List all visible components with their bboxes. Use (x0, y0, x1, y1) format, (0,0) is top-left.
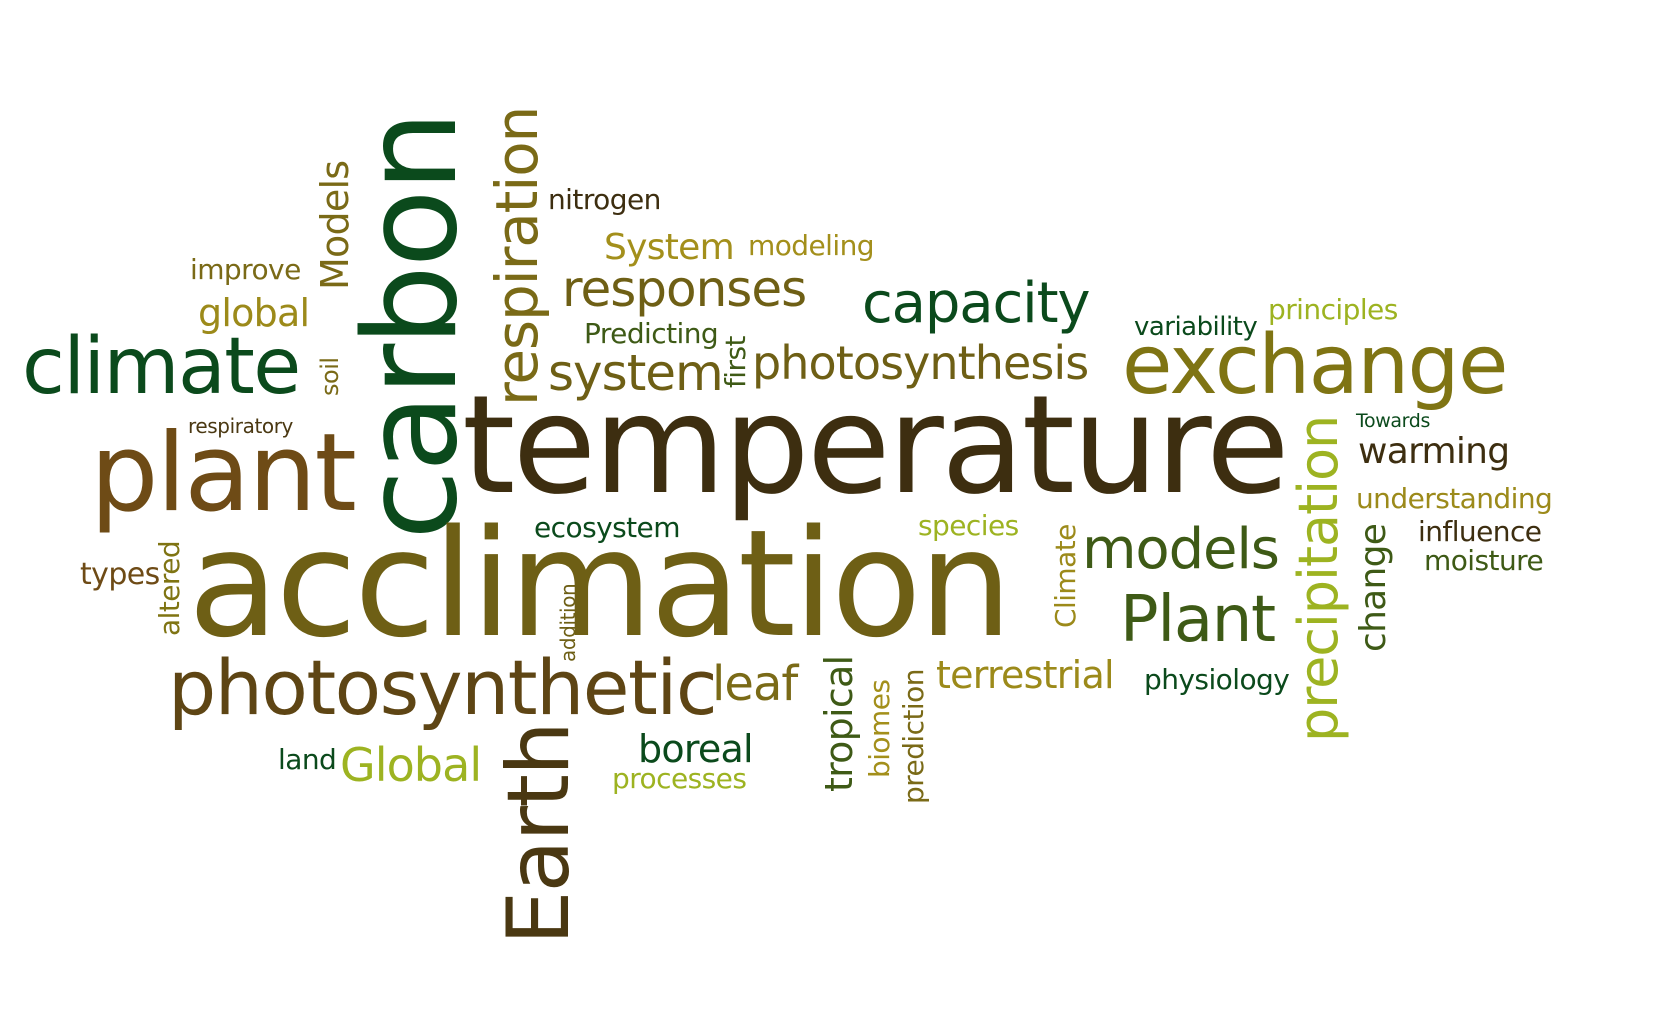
word-respiratory: respiratory (188, 414, 293, 438)
word-acclimation: acclimation (188, 498, 1012, 670)
word-respiration: respiration (483, 106, 551, 406)
word-climate: climate (22, 322, 301, 412)
word-warming: warming (1358, 431, 1510, 472)
word-moisture: moisture (1424, 544, 1544, 577)
word-climate-capital: Climate (1049, 524, 1082, 628)
word-models: models (1082, 517, 1280, 582)
word-precipitation: precipitation (1287, 415, 1350, 742)
word-leaf: leaf (712, 656, 798, 712)
word-variability: variability (1134, 312, 1258, 342)
word-photosynthesis: photosynthesis (752, 336, 1089, 390)
word-principles: principles (1268, 293, 1398, 326)
word-boreal: boreal (638, 727, 754, 771)
word-processes: processes (612, 762, 747, 795)
word-responses: responses (562, 260, 807, 318)
word-terrestrial: terrestrial (936, 653, 1115, 697)
word-types: types (80, 557, 160, 592)
word-plant: plant (90, 411, 357, 536)
word-global-capital: Global (340, 738, 482, 792)
word-temperature: temperature (462, 367, 1290, 525)
word-land: land (278, 743, 337, 776)
word-improve: improve (190, 253, 301, 286)
word-influence: influence (1418, 515, 1542, 548)
word-plant-capital: Plant (1120, 583, 1276, 657)
word-system: system (548, 344, 724, 402)
word-system-capital: System (604, 227, 735, 268)
word-predicting: Predicting (584, 317, 719, 350)
word-photosynthetic: photosynthetic (168, 643, 718, 732)
word-carbon: carbon (337, 113, 486, 540)
word-species: species (918, 509, 1019, 542)
word-nitrogen: nitrogen (548, 183, 661, 216)
word-first: first (719, 336, 752, 388)
word-understanding: understanding (1356, 482, 1553, 515)
word-prediction: prediction (897, 669, 930, 804)
word-exchange: exchange (1122, 318, 1508, 413)
word-modeling: modeling (748, 229, 875, 262)
word-towards: Towards (1356, 410, 1430, 432)
word-biomes: biomes (863, 679, 896, 778)
word-soil: soil (316, 357, 344, 396)
word-altered: altered (153, 540, 186, 636)
word-models-capital: Models (313, 160, 357, 290)
word-ecosystem: ecosystem (534, 511, 681, 544)
word-capacity: capacity (862, 271, 1091, 336)
word-physiology: physiology (1144, 663, 1290, 696)
word-global: global (198, 291, 310, 335)
word-change: change (1353, 523, 1394, 652)
word-addition: addition (556, 583, 580, 662)
word-tropical: tropical (817, 655, 861, 792)
word-earth: Earth (489, 722, 589, 945)
